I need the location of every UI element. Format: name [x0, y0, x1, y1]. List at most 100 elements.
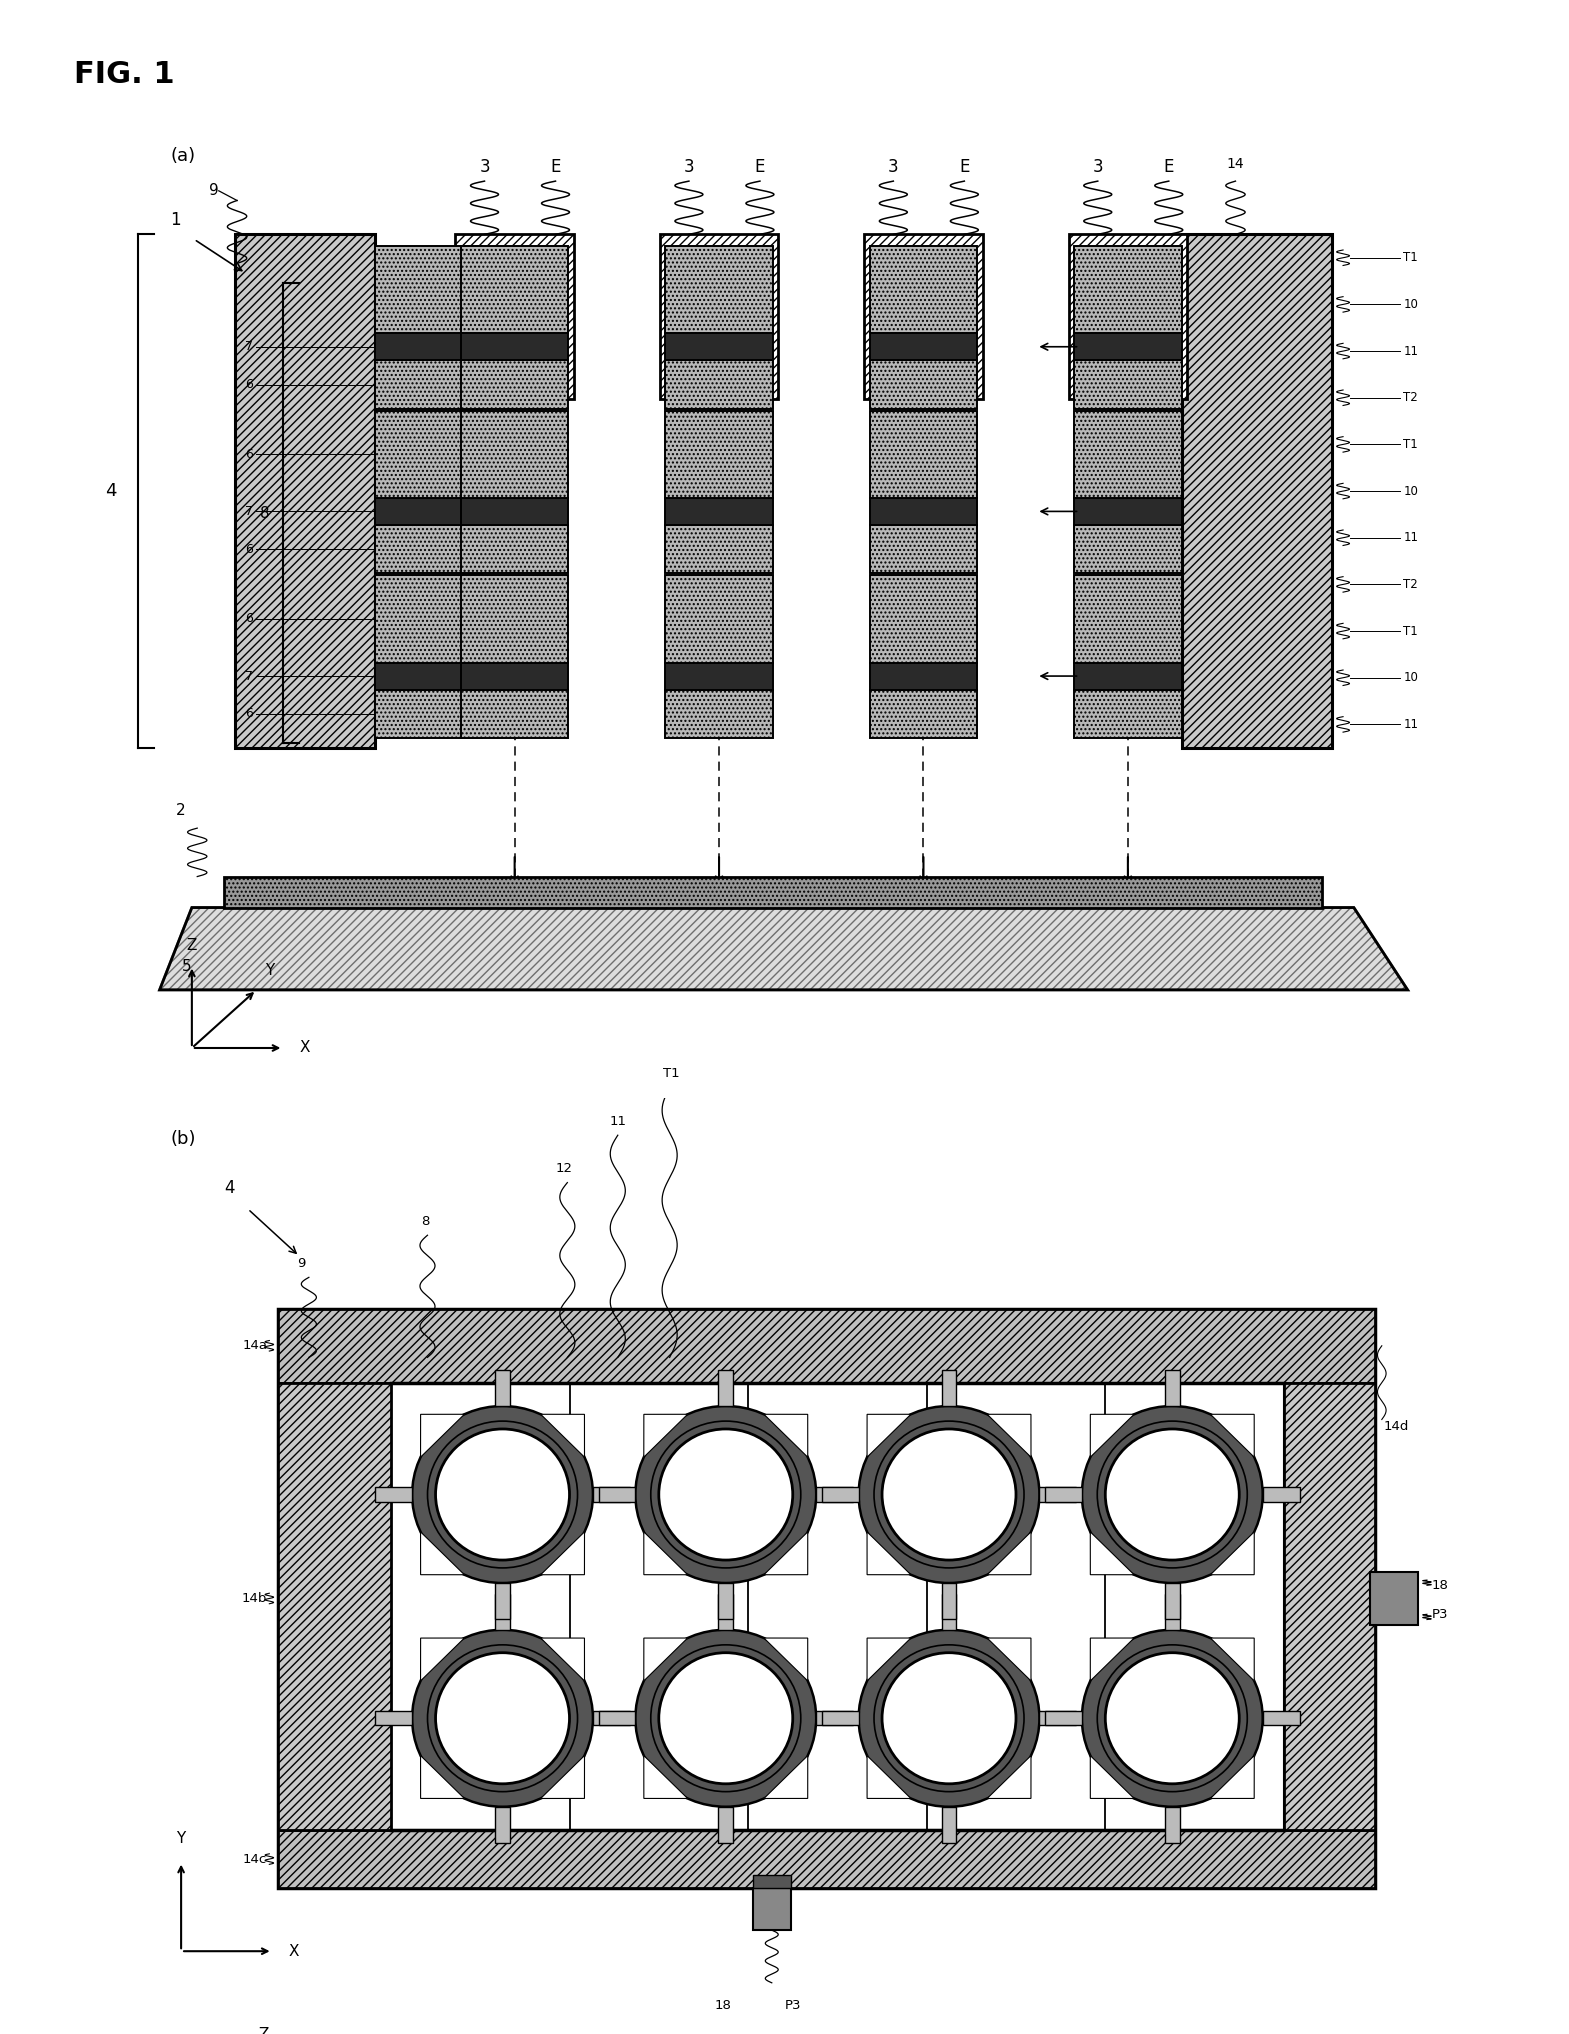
Text: 3: 3 [479, 159, 490, 177]
Bar [1075, 576, 1181, 663]
Text: 7: 7 [245, 340, 253, 354]
Circle shape [635, 1405, 816, 1582]
Bar [1075, 334, 1181, 360]
Bar [1039, 1487, 1076, 1501]
Polygon shape [643, 1637, 687, 1680]
Polygon shape [643, 1532, 687, 1574]
Bar [719, 1582, 733, 1619]
Bar [719, 1595, 733, 1629]
Bar [822, 1487, 858, 1501]
Bar [391, 1383, 1283, 1831]
Text: 11: 11 [1403, 718, 1418, 730]
Bar [1075, 525, 1181, 574]
Bar [1181, 234, 1332, 749]
Text: P3: P3 [1431, 1607, 1448, 1621]
Bar [869, 411, 977, 498]
Text: E: E [1164, 159, 1174, 177]
Bar [1164, 1806, 1180, 1843]
Bar [1263, 1487, 1299, 1501]
Text: 14a: 14a [242, 1338, 267, 1353]
Text: T1: T1 [1403, 252, 1418, 264]
Polygon shape [541, 1755, 585, 1798]
Bar [869, 690, 977, 738]
Bar [375, 411, 482, 498]
Polygon shape [1090, 1755, 1134, 1798]
Circle shape [413, 1405, 593, 1582]
Text: P3: P3 [784, 1999, 802, 2012]
Text: 9: 9 [209, 183, 218, 197]
Polygon shape [1210, 1532, 1254, 1574]
Polygon shape [987, 1414, 1031, 1456]
Bar [753, 1875, 791, 1888]
Text: 11: 11 [609, 1115, 626, 1127]
Bar [753, 1888, 791, 1930]
Bar [1283, 1383, 1376, 1831]
Bar [375, 576, 482, 663]
Text: 7: 7 [245, 504, 253, 519]
Bar [816, 1487, 854, 1501]
Text: 8: 8 [420, 1214, 430, 1229]
Bar [278, 1310, 1376, 1888]
Text: 12: 12 [555, 1161, 573, 1176]
Bar [665, 411, 774, 498]
Bar [1075, 360, 1181, 409]
Text: 10: 10 [1403, 671, 1418, 683]
Polygon shape [420, 1532, 464, 1574]
Polygon shape [541, 1637, 585, 1680]
Bar [461, 411, 568, 498]
Text: E: E [755, 159, 766, 177]
Bar [1045, 1711, 1083, 1725]
Polygon shape [541, 1414, 585, 1456]
Bar [1075, 246, 1181, 334]
Bar [598, 1711, 635, 1725]
Bar [1075, 498, 1181, 525]
Text: 3: 3 [888, 159, 899, 177]
Bar [1075, 690, 1181, 738]
Bar [869, 576, 977, 663]
Text: 18: 18 [1431, 1578, 1448, 1593]
Text: (a): (a) [171, 146, 196, 165]
Bar [665, 360, 774, 409]
Text: 3: 3 [1092, 159, 1103, 177]
Text: T1: T1 [664, 1068, 679, 1080]
Polygon shape [987, 1532, 1031, 1574]
Bar [375, 498, 482, 525]
Polygon shape [643, 1414, 687, 1456]
Text: 2: 2 [176, 803, 185, 818]
Circle shape [436, 1654, 570, 1784]
Bar [1039, 1711, 1076, 1725]
Text: 6: 6 [245, 708, 253, 720]
Text: 11: 11 [1403, 344, 1418, 358]
Text: T2: T2 [1403, 578, 1418, 592]
Text: Y: Y [265, 964, 275, 978]
Text: 3: 3 [684, 159, 693, 177]
Bar [869, 246, 977, 334]
Text: 10: 10 [1403, 484, 1418, 498]
Bar [278, 1310, 1376, 1383]
Circle shape [882, 1654, 1017, 1784]
Bar [375, 663, 482, 690]
Text: 4: 4 [224, 1180, 235, 1198]
Bar [665, 334, 774, 360]
Bar [665, 690, 774, 738]
Polygon shape [868, 1637, 912, 1680]
Text: 14d: 14d [1384, 1420, 1409, 1434]
Bar [1164, 1371, 1180, 1405]
Bar [375, 246, 482, 334]
Text: 4: 4 [105, 482, 118, 500]
Bar [941, 1595, 957, 1629]
Bar [496, 1595, 510, 1629]
Text: 18: 18 [715, 1999, 731, 2012]
Polygon shape [541, 1532, 585, 1574]
Circle shape [1105, 1430, 1240, 1560]
Text: X: X [300, 1041, 311, 1056]
Circle shape [635, 1629, 816, 1806]
Text: T2: T2 [1403, 391, 1418, 405]
Text: 6: 6 [245, 378, 253, 391]
Bar [941, 1371, 957, 1405]
Bar [1075, 663, 1181, 690]
Polygon shape [987, 1637, 1031, 1680]
Polygon shape [764, 1414, 808, 1456]
Text: 6: 6 [245, 543, 253, 555]
Polygon shape [987, 1755, 1031, 1798]
